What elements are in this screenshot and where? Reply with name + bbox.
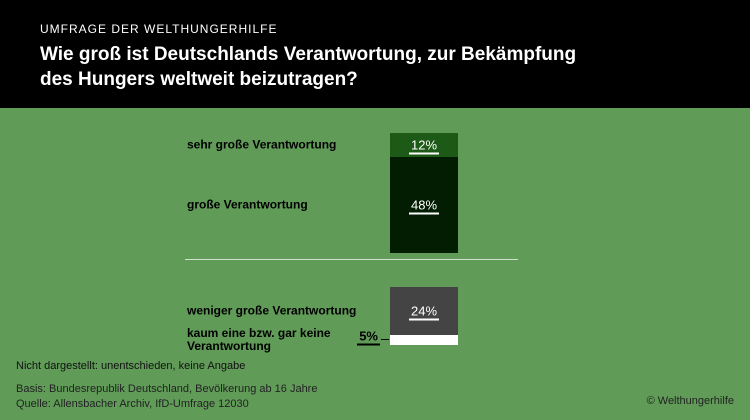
bar	[390, 287, 458, 335]
bar	[390, 157, 458, 253]
value-label: 12%	[390, 137, 458, 155]
leader	[381, 339, 389, 340]
category-label: kaum eine bzw. gar keine Verantwortung	[187, 326, 331, 353]
value-text: 24%	[408, 303, 440, 321]
value-text: 12%	[408, 137, 440, 155]
category-label: große Verantwortung	[187, 197, 308, 212]
value-text: 48%	[408, 197, 440, 215]
value-text: 5%	[357, 328, 380, 346]
value-label: 24%	[390, 303, 458, 321]
source: Quelle: Allensbacher Archiv, IfD-Umfrage…	[16, 398, 249, 410]
copyright: © Welthungerhilfe	[646, 395, 734, 407]
value-label: 5%	[340, 328, 380, 346]
category-label: weniger große Verantwortung	[187, 303, 357, 318]
bar	[390, 335, 458, 345]
bar	[390, 133, 458, 157]
value-label: 48%	[390, 197, 458, 215]
source: Basis: Bundesrepublik Deutschland, Bevöl…	[16, 383, 318, 395]
category-label: sehr große Verantwortung	[187, 137, 337, 152]
note: Nicht dargestellt: unentschieden, keine …	[16, 360, 246, 372]
kicker: UMFRAGE DER WELTHUNGERHILFE	[40, 22, 278, 36]
header	[0, 0, 750, 108]
divider	[185, 259, 518, 260]
chart-title: Wie groß ist Deutschlands Verantwortung,…	[40, 44, 577, 90]
